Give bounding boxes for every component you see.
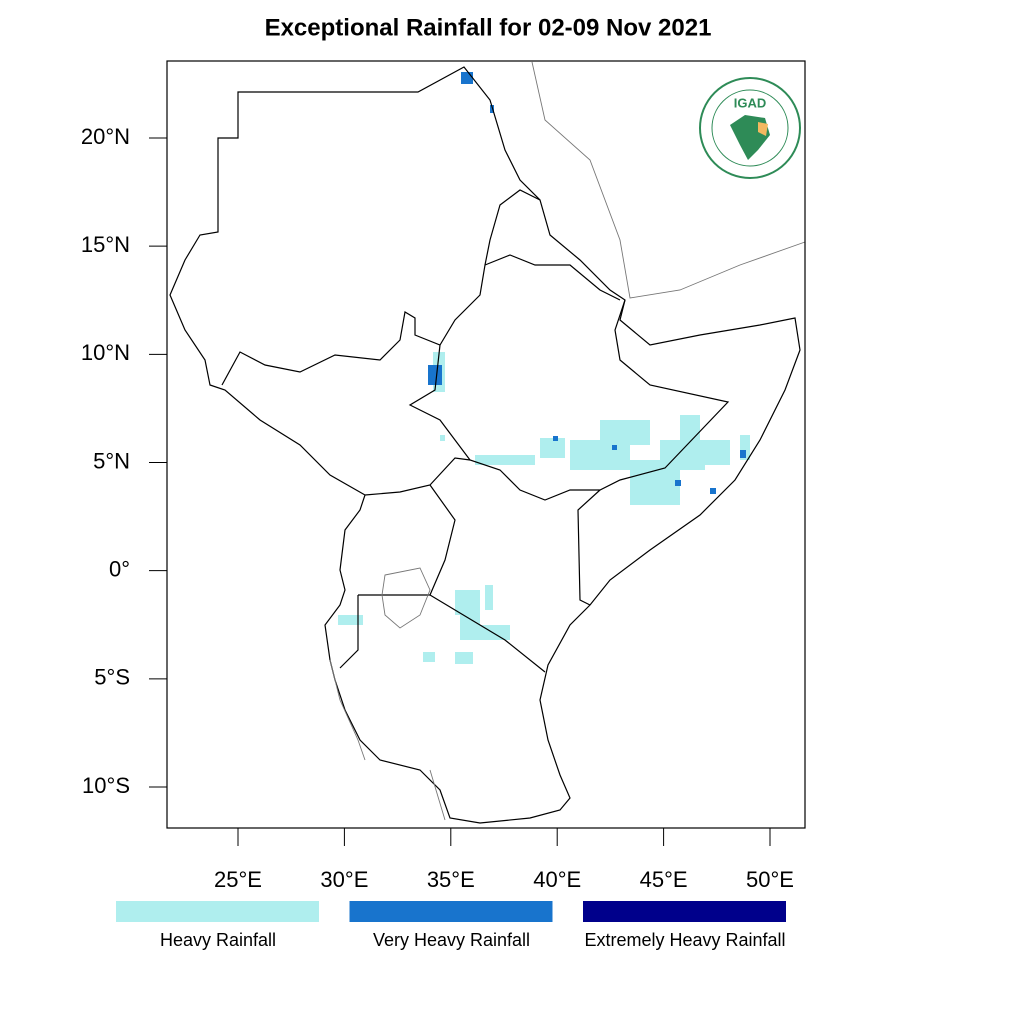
lon-tick-label: 30°E: [320, 867, 368, 892]
lat-tick-label: 10°S: [82, 773, 130, 798]
sea-boundary: [531, 61, 806, 299]
coastline: [169, 66, 801, 824]
legend-swatch: [116, 901, 319, 922]
rain-heavy: [338, 352, 750, 664]
lake: [329, 567, 446, 821]
logo: IGAD: [699, 77, 801, 179]
legend-label: Extremely Heavy Rainfall: [584, 930, 785, 950]
lat-tick-label: 5°S: [94, 665, 130, 690]
legend: Heavy Rainfall Very Heavy Rainfall Extreme…: [116, 901, 786, 950]
legend-swatch: [583, 901, 786, 922]
border: [339, 457, 601, 673]
border: [408, 299, 730, 501]
lon-tick-label: 25°E: [214, 867, 262, 892]
legend-label: Heavy Rainfall: [160, 930, 276, 950]
border: [221, 254, 621, 386]
map-area: [169, 61, 806, 824]
lat-tick-label: 15°N: [81, 232, 130, 257]
lat-tick-label: 0°: [109, 556, 130, 581]
lon-tick-label: 50°E: [746, 867, 794, 892]
legend-label: Very Heavy Rainfall: [373, 930, 530, 950]
lon-tick-label: 40°E: [533, 867, 581, 892]
lon-tick-label: 45°E: [640, 867, 688, 892]
map-title: Exceptional Rainfall for 02-09 Nov 2021: [265, 14, 712, 41]
lon-tick-label: 35°E: [427, 867, 475, 892]
lat-tick-label: 10°N: [81, 340, 130, 365]
logo-text: IGAD: [734, 95, 767, 110]
lat-tick-label: 5°N: [93, 448, 130, 473]
map-frame: [166, 60, 806, 829]
axes: 20°N 15°N 10°N 5°N 0° 5°S 10°S 25°E 30°E 35°E 40°E…: [81, 124, 794, 892]
border: [484, 189, 541, 266]
legend-swatch: [349, 901, 553, 922]
lat-tick-label: 20°N: [81, 124, 130, 149]
